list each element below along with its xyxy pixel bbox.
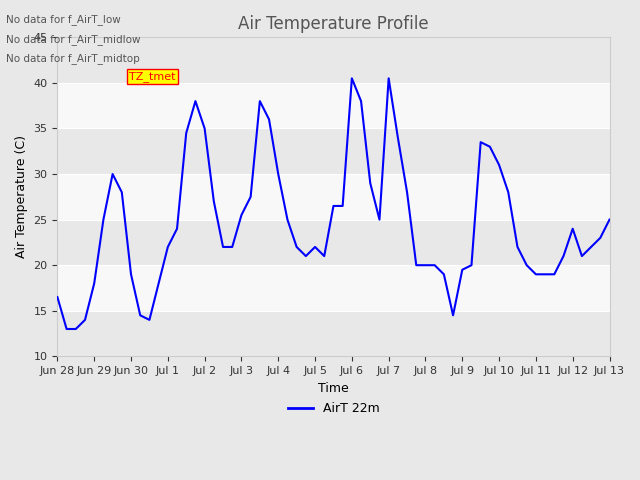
- Text: No data for f_AirT_low: No data for f_AirT_low: [6, 14, 121, 25]
- Legend: AirT 22m: AirT 22m: [283, 397, 385, 420]
- Bar: [58, 37, 609, 83]
- Bar: [58, 129, 609, 174]
- Bar: [58, 311, 609, 356]
- Y-axis label: Air Temperature (C): Air Temperature (C): [15, 135, 28, 258]
- X-axis label: Time: Time: [318, 382, 349, 395]
- Bar: [58, 83, 609, 129]
- Text: TZ_tmet: TZ_tmet: [129, 71, 175, 82]
- Bar: [58, 174, 609, 220]
- Title: Air Temperature Profile: Air Temperature Profile: [238, 15, 429, 33]
- Text: No data for f_AirT_midtop: No data for f_AirT_midtop: [6, 53, 140, 64]
- Bar: [58, 265, 609, 311]
- Bar: [58, 220, 609, 265]
- Text: No data for f_AirT_midlow: No data for f_AirT_midlow: [6, 34, 141, 45]
